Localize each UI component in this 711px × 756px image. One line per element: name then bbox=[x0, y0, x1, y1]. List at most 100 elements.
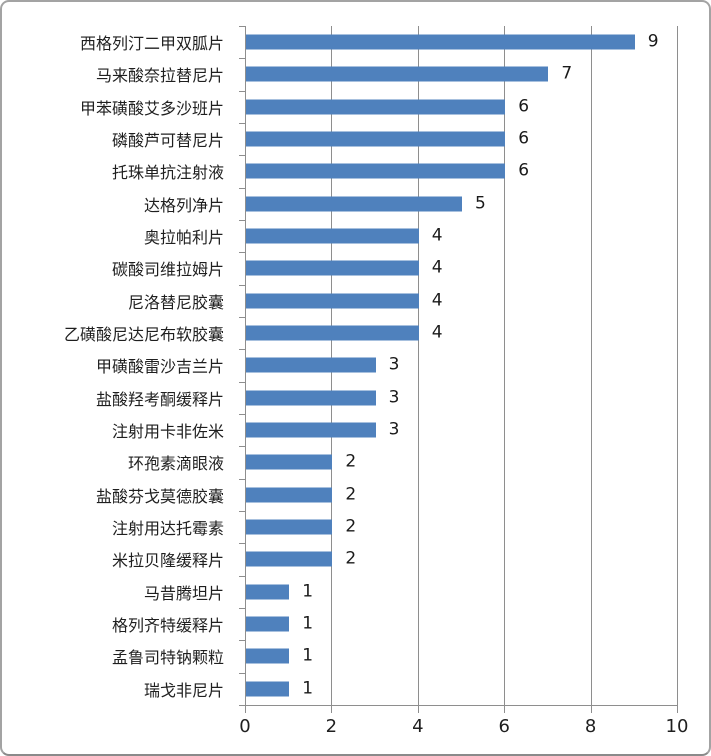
bar-row: 1 bbox=[246, 673, 678, 705]
y-axis-tick bbox=[239, 608, 246, 609]
y-axis-tick bbox=[239, 220, 246, 221]
y-axis-tick bbox=[239, 382, 246, 383]
x-axis-label-4: 4 bbox=[412, 716, 424, 737]
y-axis-tick bbox=[239, 479, 246, 480]
gridline-x-10 bbox=[677, 26, 678, 705]
y-axis-tick bbox=[239, 349, 246, 350]
category-label: 马来酸奈拉替尼片 bbox=[95, 66, 224, 86]
bar-row: 2 bbox=[246, 543, 678, 575]
bar-注射用卡非佐米 bbox=[246, 422, 376, 438]
data-label: 4 bbox=[431, 290, 443, 311]
data-label: 3 bbox=[388, 354, 400, 375]
bar-瑞戈非尼片 bbox=[246, 681, 290, 697]
bar-row: 7 bbox=[246, 58, 678, 90]
y-axis-tick bbox=[239, 317, 246, 318]
data-label: 2 bbox=[345, 484, 357, 505]
category-label: 甲磺酸雷沙吉兰片 bbox=[95, 357, 224, 377]
plot-area: 9 7 6 6 6 5 4 4 4 4 3 3 3 2 2 2 2 1 1 1 1 bbox=[239, 26, 678, 713]
y-axis-tick bbox=[239, 285, 246, 286]
data-label: 1 bbox=[302, 678, 314, 699]
bar-row: 1 bbox=[246, 608, 678, 640]
data-label: 4 bbox=[431, 322, 443, 343]
bar-row: 1 bbox=[246, 576, 678, 608]
gridline-x-6 bbox=[504, 26, 506, 705]
y-axis-tick bbox=[239, 252, 246, 253]
bar-西格列汀二甲双胍片 bbox=[246, 34, 635, 50]
data-label: 3 bbox=[388, 387, 400, 408]
bar-尼洛替尼胶囊 bbox=[246, 293, 419, 309]
bar-row: 2 bbox=[246, 446, 678, 478]
data-label: 6 bbox=[518, 160, 530, 181]
bar-环孢素滴眼液 bbox=[246, 454, 333, 470]
category-label: 米拉贝隆缓释片 bbox=[111, 551, 224, 571]
y-axis-tick bbox=[239, 91, 246, 92]
category-label: 瑞戈非尼片 bbox=[143, 680, 224, 700]
category-label: 甲苯磺酸艾多沙班片 bbox=[79, 98, 224, 118]
x-axis-label-2: 2 bbox=[325, 716, 338, 737]
bar-row: 6 bbox=[246, 91, 678, 123]
data-label: 2 bbox=[345, 451, 357, 472]
data-label: 2 bbox=[345, 548, 357, 569]
category-label: 碳酸司维拉姆片 bbox=[111, 260, 224, 280]
bar-rows: 9 7 6 6 6 5 4 4 4 4 3 3 3 2 2 2 2 1 1 1 1 bbox=[246, 26, 678, 705]
x-axis-tick bbox=[677, 706, 678, 713]
category-label: 环孢素滴眼液 bbox=[127, 454, 224, 474]
bar-马来酸奈拉替尼片 bbox=[246, 66, 549, 82]
bar-row: 4 bbox=[246, 252, 678, 284]
y-axis-tick bbox=[239, 188, 246, 189]
x-axis-tick-labels: 0 2 4 6 8 10 bbox=[239, 716, 688, 742]
bar-row: 4 bbox=[246, 317, 678, 349]
bar-row: 1 bbox=[246, 640, 678, 672]
bar-碳酸司维拉姆片 bbox=[246, 260, 419, 276]
category-label: 尼洛替尼胶囊 bbox=[127, 292, 224, 312]
x-axis-tick bbox=[331, 706, 333, 713]
bar-甲苯磺酸艾多沙班片 bbox=[246, 99, 506, 115]
y-axis-tick bbox=[239, 511, 246, 512]
category-label: 达格列净片 bbox=[143, 195, 224, 215]
data-label: 5 bbox=[475, 193, 486, 214]
bar-row: 3 bbox=[246, 382, 678, 414]
bar-盐酸芬戈莫德胶囊 bbox=[246, 487, 333, 503]
y-axis-tick bbox=[239, 576, 246, 577]
category-label: 西格列汀二甲双胍片 bbox=[79, 34, 224, 54]
bar-磷酸芦可替尼片 bbox=[246, 131, 506, 147]
bar-甲磺酸雷沙吉兰片 bbox=[246, 357, 376, 373]
category-label: 注射用卡非佐米 bbox=[111, 422, 224, 442]
y-axis-tick bbox=[239, 26, 246, 27]
bar-row: 3 bbox=[246, 349, 678, 381]
data-label: 2 bbox=[345, 516, 357, 537]
bar-马昔腾坦片 bbox=[246, 584, 290, 600]
category-label: 盐酸羟考酮缓释片 bbox=[95, 389, 224, 409]
gridline-x-8 bbox=[590, 26, 592, 705]
y-axis-category-labels: 西格列汀二甲双胍片 马来酸奈拉替尼片 甲苯磺酸艾多沙班片 磷酸芦可替尼片 托珠单抗注射液… bbox=[2, 26, 234, 705]
data-label: 4 bbox=[431, 257, 443, 278]
bar-row: 3 bbox=[246, 414, 678, 446]
x-axis-tick bbox=[590, 706, 592, 713]
y-axis-tick bbox=[239, 446, 246, 447]
bar-盐酸羟考酮缓释片 bbox=[246, 390, 376, 406]
bar-米拉贝隆缓释片 bbox=[246, 551, 333, 567]
data-label: 9 bbox=[647, 31, 659, 52]
category-label: 奥拉帕利片 bbox=[143, 228, 224, 248]
data-label: 6 bbox=[518, 96, 530, 117]
y-axis-tick bbox=[239, 705, 246, 706]
bar-孟鲁司特钠颗粒 bbox=[246, 648, 290, 664]
x-axis-label-0: 0 bbox=[239, 716, 251, 737]
bar-达格列净片 bbox=[246, 196, 462, 212]
category-label: 盐酸芬戈莫德胶囊 bbox=[95, 486, 224, 506]
x-axis-tick bbox=[245, 706, 246, 713]
bar-注射用达托霉素 bbox=[246, 519, 333, 535]
category-label: 马昔腾坦片 bbox=[143, 583, 224, 603]
x-axis-label-8: 8 bbox=[584, 716, 597, 737]
bar-row: 4 bbox=[246, 285, 678, 317]
x-axis-tick bbox=[504, 706, 506, 713]
data-label: 7 bbox=[561, 63, 573, 84]
y-axis-tick bbox=[239, 640, 246, 641]
y-axis-tick bbox=[239, 673, 246, 674]
bar-row: 4 bbox=[246, 220, 678, 252]
y-axis-tick bbox=[239, 155, 246, 156]
data-label: 1 bbox=[302, 581, 314, 602]
x-axis-label-6: 6 bbox=[498, 716, 510, 737]
category-label: 乙磺酸尼达尼布软胶囊 bbox=[63, 325, 224, 345]
